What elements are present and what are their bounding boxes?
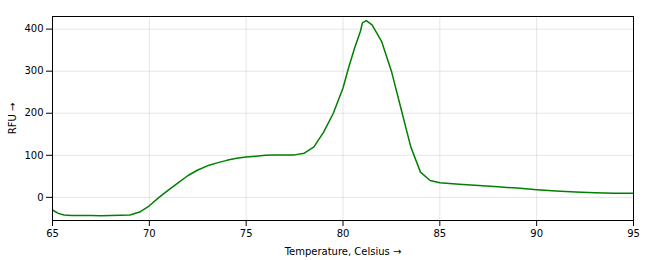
- svg-text:400: 400: [24, 23, 43, 34]
- svg-text:RFU →: RFU →: [7, 103, 18, 135]
- svg-text:80: 80: [337, 228, 350, 239]
- svg-text:70: 70: [143, 228, 156, 239]
- svg-text:200: 200: [24, 107, 43, 118]
- svg-text:65: 65: [46, 228, 59, 239]
- svg-text:0: 0: [37, 192, 43, 203]
- svg-text:100: 100: [24, 150, 43, 161]
- svg-text:85: 85: [433, 228, 446, 239]
- svg-text:90: 90: [530, 228, 543, 239]
- svg-text:Temperature, Celsius →: Temperature, Celsius →: [284, 246, 402, 257]
- svg-text:75: 75: [240, 228, 253, 239]
- svg-text:95: 95: [627, 228, 640, 239]
- svg-text:300: 300: [24, 65, 43, 76]
